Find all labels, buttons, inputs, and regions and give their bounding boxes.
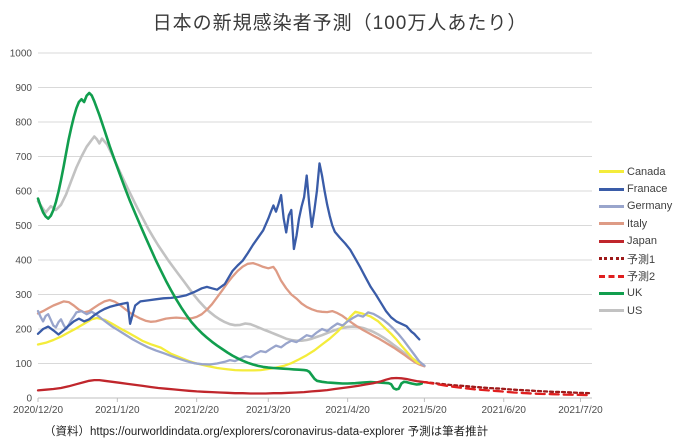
legend-label-Germany: Germany	[627, 200, 673, 213]
series-line-予測1	[423, 380, 592, 395]
legend-swatch-Germany	[599, 204, 624, 208]
y-axis-label: 900	[15, 83, 32, 94]
y-axis-label: 200	[15, 325, 32, 336]
series-line-Franace	[36, 162, 421, 341]
legend-swatch-予測1	[599, 257, 624, 261]
x-axis-label: 2021/7/20	[558, 405, 603, 416]
legend-item-予測1: 予測1	[599, 250, 672, 267]
legend-label-Canada: Canada	[627, 165, 666, 178]
legend-item-Germany: Germany	[599, 198, 672, 215]
series-line-Japan	[36, 376, 426, 395]
legend: Canada Franace Germany Italy Japan 予測1 予測2 UK US	[599, 163, 672, 320]
x-axis-label: 2021/3/20	[246, 405, 291, 416]
legend-item-Japan: Japan	[599, 233, 672, 250]
series-line-予測2	[423, 380, 592, 397]
y-axis-label: 700	[15, 152, 32, 163]
legend-item-Canada: Canada	[599, 163, 672, 180]
legend-swatch-UK	[599, 291, 624, 295]
x-axis-label: 2021/5/20	[402, 405, 447, 416]
legend-label-Franace: Franace	[627, 183, 668, 196]
x-axis-label: 2021/1/20	[95, 405, 140, 416]
legend-swatch-US	[599, 309, 624, 313]
series-line-UK	[36, 91, 424, 391]
legend-label-予測1: 予測1	[627, 253, 656, 266]
y-axis-label: 0	[26, 394, 32, 405]
series-line-Germany	[36, 309, 426, 367]
y-axis-label: 400	[15, 256, 32, 267]
legend-label-Japan: Japan	[627, 235, 657, 248]
x-axis-label: 2021/4/20	[325, 405, 370, 416]
legend-item-予測2: 予測2	[599, 267, 672, 284]
source-note: （資料）https://ourworldindata.org/explorers…	[44, 426, 489, 438]
x-axis-label: 2021/6/20	[481, 405, 526, 416]
legend-item-UK: UK	[599, 285, 672, 302]
legend-label-US: US	[627, 304, 643, 317]
legend-swatch-Canada	[599, 170, 624, 174]
y-axis-label: 800	[15, 118, 32, 129]
series-line-Italy	[36, 261, 426, 368]
y-axis-label: 100	[15, 359, 32, 370]
legend-swatch-予測2	[599, 274, 624, 278]
legend-item-Franace: Franace	[599, 180, 672, 197]
legend-label-Italy: Italy	[627, 217, 648, 230]
legend-item-Italy: Italy	[599, 215, 672, 232]
y-axis-label: 1000	[10, 49, 33, 60]
x-axis-label: 2021/2/20	[174, 405, 219, 416]
legend-label-UK: UK	[627, 287, 643, 300]
chart-title: 日本の新規感染者予測（100万人あたり）	[152, 13, 528, 34]
legend-label-予測2: 予測2	[627, 271, 656, 284]
y-axis-label: 500	[15, 221, 32, 232]
x-axis-label: 2020/12/20	[13, 405, 63, 416]
y-axis-label: 600	[15, 187, 32, 198]
legend-swatch-Japan	[599, 239, 624, 243]
y-axis-label: 300	[15, 290, 32, 301]
legend-swatch-Italy	[599, 222, 624, 226]
legend-swatch-Franace	[599, 187, 624, 191]
legend-item-US: US	[599, 302, 672, 319]
